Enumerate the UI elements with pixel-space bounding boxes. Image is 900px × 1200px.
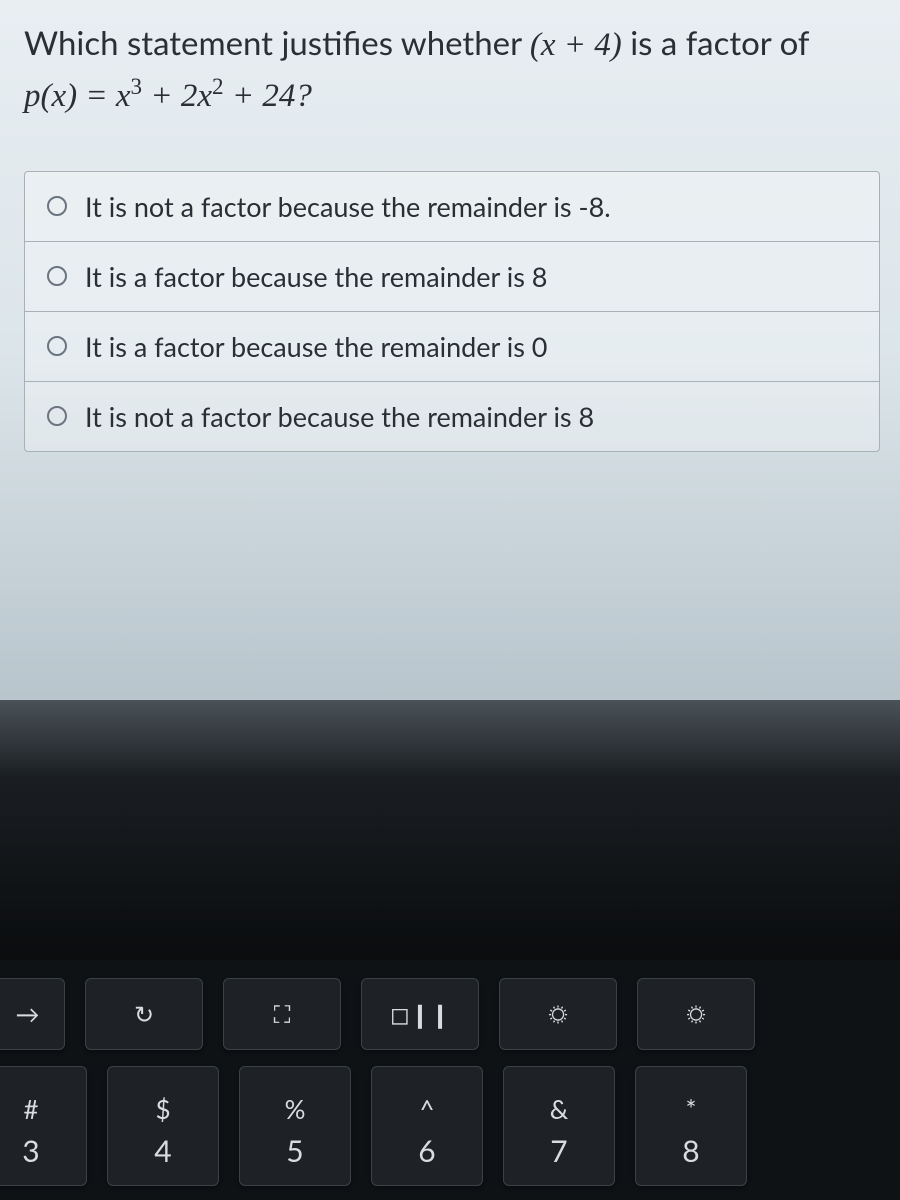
laptop-bezel	[0, 700, 900, 960]
brightness-up-icon: ☼	[687, 1000, 706, 1029]
fullscreen-key[interactable]: ⛶	[223, 978, 341, 1050]
refresh-icon: ↻	[134, 1000, 154, 1029]
radio-icon[interactable]	[47, 196, 67, 216]
fullscreen-icon: ⛶	[274, 1000, 291, 1029]
key-symbol-percent: %	[285, 1093, 306, 1125]
option-label: It is not a factor because the remainder…	[85, 190, 611, 223]
key-symbol-dollar: $	[155, 1093, 170, 1125]
key-number-4: 4	[154, 1133, 171, 1169]
option-row[interactable]: It is a factor because the remainder is …	[25, 242, 879, 312]
option-row[interactable]: It is not a factor because the remainder…	[25, 382, 879, 451]
key-symbol-hash: #	[23, 1093, 38, 1125]
radio-icon[interactable]	[47, 406, 67, 426]
key-4[interactable]: $ 4	[107, 1066, 219, 1186]
radio-icon[interactable]	[47, 266, 67, 286]
key-number-3: 3	[22, 1133, 39, 1169]
key-number-8: 8	[682, 1133, 699, 1169]
option-label: It is a factor because the remainder is …	[85, 330, 547, 363]
question-expr-factor: (x + 4)	[530, 27, 622, 63]
key-number-5: 5	[286, 1133, 303, 1169]
question-line1-suffix: is a factor of	[622, 23, 810, 63]
number-key-row: # 3 $ 4 % 5 ^ 6 & 7 * 8	[0, 1058, 900, 1194]
key-number-7: 7	[550, 1133, 567, 1169]
question-line1-prefix: Which statement justifies whether	[24, 23, 530, 63]
key-8[interactable]: * 8	[635, 1066, 747, 1186]
key-5[interactable]: % 5	[239, 1066, 351, 1186]
key-7[interactable]: & 7	[503, 1066, 615, 1186]
option-label: It is not a factor because the remainder…	[85, 400, 594, 433]
tab-key[interactable]: →	[0, 978, 65, 1050]
key-6[interactable]: ^ 6	[371, 1066, 483, 1186]
key-symbol-asterisk: *	[685, 1093, 696, 1125]
refresh-key[interactable]: ↻	[85, 978, 203, 1050]
radio-icon[interactable]	[47, 336, 67, 356]
keyboard: → ↻ ⛶ ◻❙❙ ☼ ☼ # 3 $ 4 % 5 ^	[0, 960, 900, 1200]
brightness-up-key[interactable]: ☼	[637, 978, 755, 1050]
overview-key[interactable]: ◻❙❙	[361, 978, 479, 1050]
key-symbol-ampersand: &	[550, 1093, 569, 1125]
option-row[interactable]: It is not a factor because the remainder…	[25, 172, 879, 242]
brightness-down-key[interactable]: ☼	[499, 978, 617, 1050]
answer-options: It is not a factor because the remainder…	[24, 171, 880, 452]
question-polynomial: p(x) = x3 + 2x2 + 24?	[24, 78, 312, 114]
key-3[interactable]: # 3	[0, 1066, 87, 1186]
option-row[interactable]: It is a factor because the remainder is …	[25, 312, 879, 382]
question-text: Which statement justifies whether (x + 4…	[24, 20, 880, 121]
key-number-6: 6	[418, 1133, 435, 1169]
quiz-screen: Which statement justifies whether (x + 4…	[0, 0, 900, 700]
arrow-right-icon: →	[15, 1000, 39, 1029]
option-label: It is a factor because the remainder is …	[85, 260, 547, 293]
brightness-down-icon: ☼	[549, 1000, 568, 1029]
key-symbol-caret: ^	[419, 1093, 434, 1125]
function-key-row: → ↻ ⛶ ◻❙❙ ☼ ☼	[0, 970, 900, 1058]
overview-icon: ◻❙❙	[390, 1000, 450, 1029]
